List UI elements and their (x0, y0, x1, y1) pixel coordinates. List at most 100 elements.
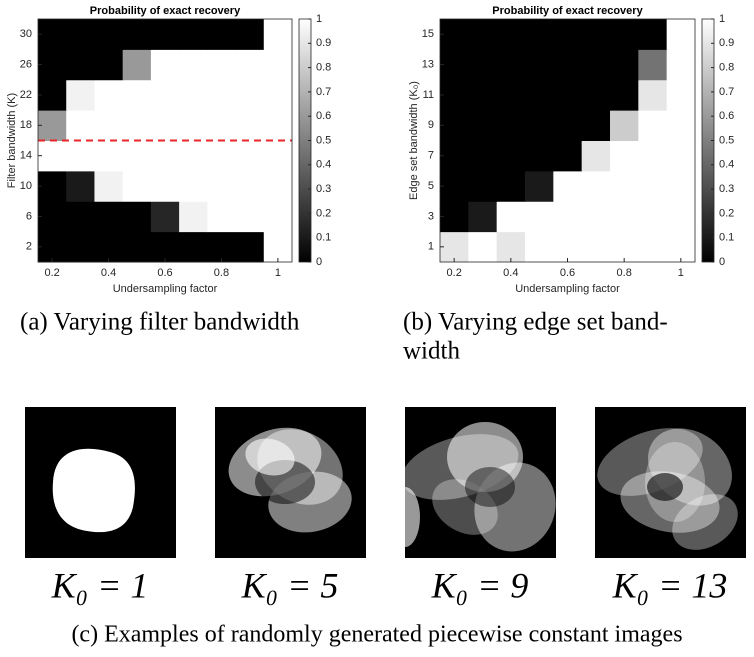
heatmap-cell (440, 79, 469, 111)
example-image (215, 407, 366, 558)
heatmap-cell (66, 170, 95, 202)
heatmap-cell (38, 110, 67, 141)
colorbar-tick-label: 0.9 (316, 37, 331, 49)
heatmap-cell (263, 170, 293, 202)
heatmap-cell (122, 49, 152, 81)
heatmap-cell (581, 201, 611, 233)
heatmap-cell (263, 231, 293, 263)
subfigure-caption: (a) Varying filter bandwidth (20, 309, 300, 336)
colorbar-tick-label: 1 (316, 13, 322, 25)
x-tick-label: 0.4 (101, 267, 116, 279)
heatmap-cell (468, 201, 498, 233)
heatmap-cell (638, 170, 668, 202)
heatmap-cell (496, 170, 526, 202)
example-image (595, 407, 746, 558)
heatmap-cell (122, 231, 152, 263)
example-image (25, 407, 176, 558)
heatmap-cell (638, 110, 668, 141)
heatmap-cell (150, 231, 180, 263)
colorbar-tick-label: 0 (719, 256, 725, 268)
heatmap-cell (38, 79, 67, 111)
heatmap-cell (122, 140, 152, 172)
chart-title: Probability of exact recovery (492, 5, 643, 17)
heatmap-cell (263, 110, 293, 141)
heatmap-cell (440, 49, 469, 81)
heatmap-cell (666, 110, 696, 141)
x-tick-label: 0.6 (560, 267, 575, 279)
heatmap-cell (263, 19, 293, 50)
heatmap-cell (638, 49, 668, 81)
heatmap-cell (94, 49, 124, 81)
colorbar-tick-label: 0.2 (316, 207, 331, 219)
heatmap-cell (207, 110, 237, 141)
heatmap-cell (553, 231, 583, 263)
heatmap-cell (553, 140, 583, 172)
heatmap-cell (610, 231, 639, 263)
heatmap-cell (66, 201, 95, 233)
heatmap-cell (666, 79, 696, 111)
heatmap-cell (122, 79, 152, 111)
heatmap-cell (122, 201, 152, 233)
heatmap-cell (581, 140, 611, 172)
heatmap-cell (122, 170, 152, 202)
heatmap-cell (553, 201, 583, 233)
heatmap-cell (207, 201, 237, 233)
x-tick-label: 0.2 (447, 267, 462, 279)
heatmap-cell (94, 231, 124, 263)
heatmap-cell (581, 110, 611, 141)
heatmap-cell (235, 201, 265, 233)
heatmap-cell (94, 19, 124, 50)
heatmap-cell (440, 201, 469, 233)
y-tick-label: 1 (428, 241, 434, 253)
y-tick-label: 14 (20, 150, 32, 162)
heatmap-cell (638, 201, 668, 233)
heatmap-cell (496, 49, 526, 81)
y-tick-label: 13 (422, 58, 434, 70)
heatmap-cell (496, 79, 526, 111)
heatmap-cell (235, 19, 265, 50)
heatmap-cell (150, 170, 180, 202)
heatmap-cell (207, 19, 237, 50)
heatmap-cell (468, 49, 498, 81)
x-tick-label: 1 (275, 267, 281, 279)
heatmap-cell (150, 140, 180, 172)
heatmap-cell (122, 110, 152, 141)
heatmap-cell (525, 49, 554, 81)
heatmap-cell (94, 201, 124, 233)
y-tick-label: 30 (20, 28, 32, 40)
heatmap-cell (94, 170, 124, 202)
heatmap-cell (468, 79, 498, 111)
heatmap-cell (440, 231, 469, 263)
y-tick-label: 18 (20, 119, 32, 131)
y-axis-label: Edge set bandwidth (K₀) (408, 81, 420, 200)
heatmap-cell (525, 110, 554, 141)
x-tick-label: 0.4 (503, 267, 518, 279)
heatmap-cell (638, 79, 668, 111)
heatmap-cell (496, 201, 526, 233)
x-tick-label: 1 (678, 267, 684, 279)
heatmap-cell (179, 201, 208, 233)
heatmap-cell (496, 19, 526, 50)
heatmap-cell (525, 19, 554, 50)
heatmap-cell (263, 79, 293, 111)
heatmap-cell (525, 79, 554, 111)
heatmap-cell (150, 110, 180, 141)
colorbar-tick-label: 0.1 (719, 232, 734, 244)
heatmap-cell (553, 79, 583, 111)
heatmap-cell (38, 140, 67, 172)
heatmap-cell (440, 19, 469, 50)
heatmap-cell (207, 49, 237, 81)
colorbar-tick-label: 0.8 (719, 62, 734, 74)
heatmap-cell (207, 170, 237, 202)
heatmap-cell (525, 201, 554, 233)
heatmap-cell (235, 79, 265, 111)
heatmap-cell (581, 79, 611, 111)
heatmap-cell (263, 140, 293, 172)
heatmap-cell (207, 140, 237, 172)
heatmap-cell (610, 140, 639, 172)
heatmap-cell (94, 140, 124, 172)
heatmap-cell (66, 110, 95, 141)
heatmap-cell (94, 110, 124, 141)
heatmap-cell (610, 201, 639, 233)
